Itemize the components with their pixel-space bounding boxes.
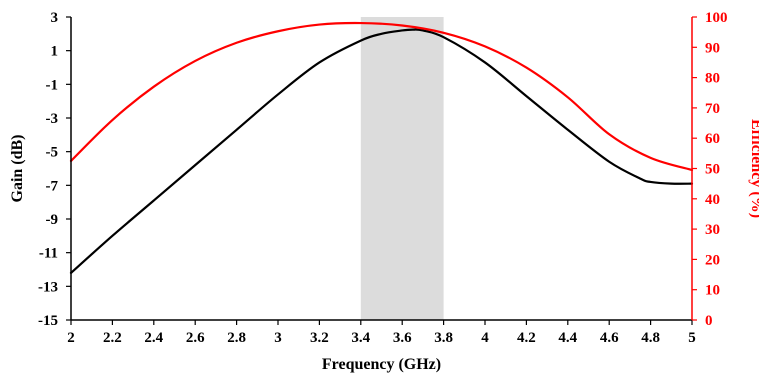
y-right-tick-label: 50 xyxy=(705,162,720,178)
y-right-tick-label: 90 xyxy=(705,40,720,56)
x-tick-label: 4.8 xyxy=(641,330,660,346)
y-axis-left-title: Gain (dB) xyxy=(9,134,26,202)
x-tick-label: 4.6 xyxy=(600,330,619,346)
x-tick-label: 2.8 xyxy=(227,330,246,346)
x-tick-label: 3.6 xyxy=(393,330,412,346)
x-tick-label: 4.2 xyxy=(517,330,536,346)
x-tick-label: 2.6 xyxy=(186,330,205,346)
y-left-tick-label: 1 xyxy=(51,44,59,60)
y-left-tick-label: 3 xyxy=(51,10,59,26)
x-tick-label: 2.4 xyxy=(144,330,163,346)
x-tick-label: 3 xyxy=(274,330,282,346)
y-right-tick-label: 40 xyxy=(705,192,720,208)
y-left-tick-label: -9 xyxy=(46,212,59,228)
y-right-tick-label: 20 xyxy=(705,252,720,268)
y-left-tick-label: -15 xyxy=(38,313,58,329)
y-left-tick-label: -11 xyxy=(39,246,58,262)
x-tick-label: 3.2 xyxy=(310,330,329,346)
highlight-band xyxy=(360,17,444,320)
x-tick-label: 2 xyxy=(67,330,75,346)
ticks-layer: 2 2.2 2.4 2.6 2.8 3 3.2 3.4 3.6 3.8 4 4.2 4.4 4.6 4.8 5… xyxy=(38,10,728,346)
y-right-tick-label: 60 xyxy=(705,131,720,147)
x-tick-label: 4 xyxy=(481,330,489,346)
efficiency-series-line xyxy=(69,21,694,172)
gain-series-line xyxy=(69,28,694,274)
y-left-tick-label: -13 xyxy=(38,279,58,295)
y-left-tick-label: -5 xyxy=(46,145,59,161)
y-right-tick-label: 70 xyxy=(705,101,720,117)
y-right-tick-label: 30 xyxy=(705,222,720,238)
x-axis-title: Frequency (GHz) xyxy=(322,356,441,373)
y-right-tick-label: 0 xyxy=(705,313,713,329)
y-left-tick-label: -7 xyxy=(46,178,59,194)
y-right-tick-label: 100 xyxy=(705,10,728,26)
y-axis-right-title: Efficiency (%) xyxy=(748,119,759,218)
x-tick-label: 5 xyxy=(688,330,696,346)
y-left-tick-label: -3 xyxy=(46,111,59,127)
x-tick-label: 2.2 xyxy=(103,330,122,346)
y-left-tick-label: -1 xyxy=(46,77,59,93)
x-tick-label: 3.8 xyxy=(434,330,453,346)
x-tick-label: 3.4 xyxy=(351,330,370,346)
x-tick-label: 4.4 xyxy=(558,330,577,346)
series-layer xyxy=(69,21,694,274)
y-right-tick-label: 80 xyxy=(705,71,720,87)
y-right-tick-label: 10 xyxy=(705,283,720,299)
